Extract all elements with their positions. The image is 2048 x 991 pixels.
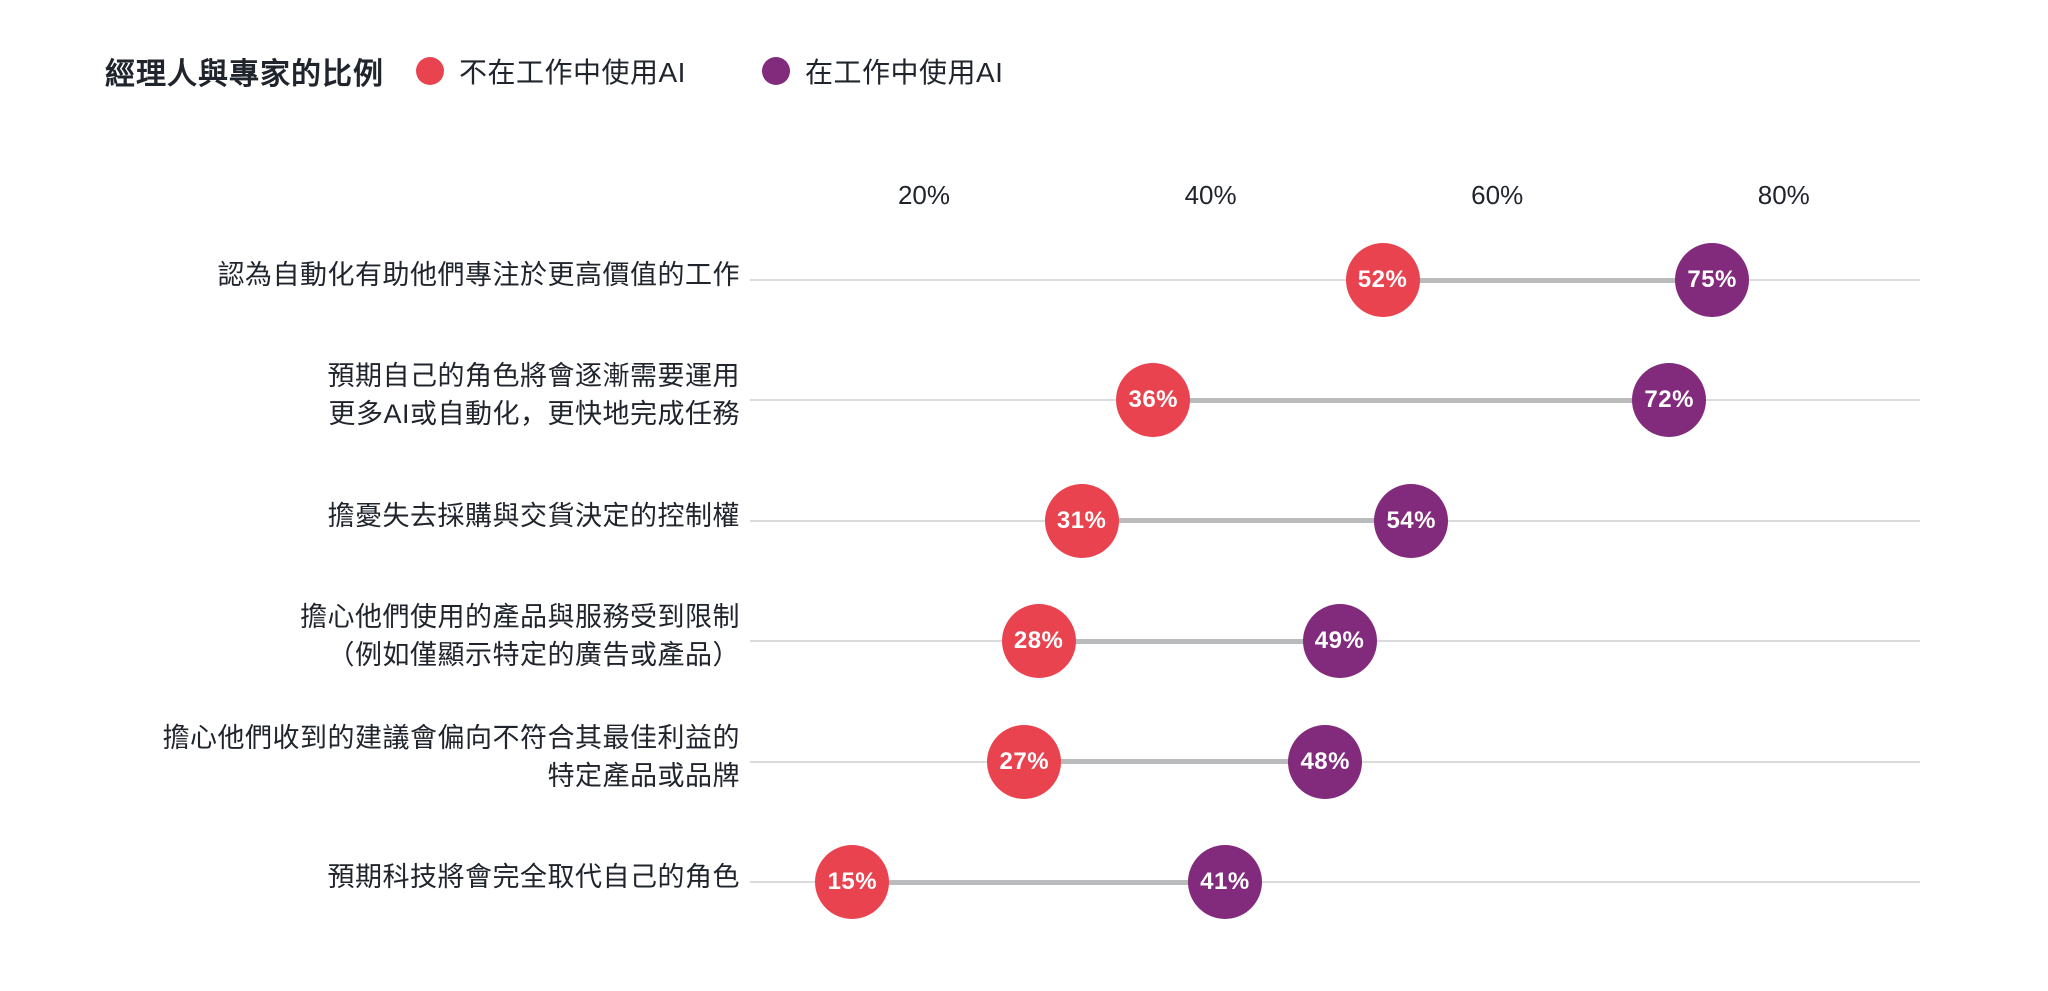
dumbbell-connector [1038, 638, 1340, 644]
dot-using-ai: 75% [1675, 243, 1750, 317]
dot-value-label: 31% [1056, 506, 1107, 534]
row-label: 預期自己的角色將會逐漸需要運用 更多AI或自動化，更快地完成任務 [0, 357, 740, 433]
axis-tick-label: 80% [1757, 180, 1810, 210]
chart-title: 經理人與專家的比例 [105, 58, 384, 91]
row-label-line: 擔心他們使用的產品與服務受到限制 [300, 602, 740, 633]
axis-tick-label: 20% [897, 180, 951, 210]
dot-not-using-ai: 27% [987, 724, 1062, 799]
legend-dot-red-icon [416, 57, 444, 85]
dot-value-label: 72% [1644, 386, 1694, 414]
dot-using-ai: 48% [1288, 724, 1363, 799]
dot-value-label: 49% [1314, 627, 1365, 655]
dot-not-using-ai: 15% [815, 845, 890, 919]
row-label-line: 認為自動化有助他們專注於更高價值的工作 [217, 260, 740, 290]
dumbbell-connector [1382, 277, 1713, 283]
row-label-line: 特定產品或品牌 [547, 760, 740, 791]
row-baseline [750, 881, 1920, 883]
dot-value-label: 41% [1200, 868, 1250, 895]
row-label-line: 擔憂失去採購與交貨決定的控制權 [327, 500, 740, 531]
row-label-line: 更多AI或自動化，更快地完成任務 [328, 399, 740, 430]
dot-not-using-ai: 28% [1001, 604, 1076, 679]
legend-label-using-ai: 在工作中使用AI [804, 57, 1004, 88]
dot-using-ai: 41% [1187, 845, 1262, 919]
dot-using-ai: 54% [1374, 483, 1449, 558]
row-label-line: 預期科技將會完全取代自己的角色 [327, 862, 740, 892]
dot-not-using-ai: 52% [1345, 243, 1420, 317]
dumbbell-connector [1153, 397, 1670, 403]
dot-value-label: 54% [1386, 506, 1436, 534]
legend-label-not-using-ai: 不在工作中使用AI [459, 57, 686, 88]
axis-tick-label: 60% [1471, 180, 1524, 210]
dot-using-ai: 49% [1302, 604, 1377, 679]
dot-not-using-ai: 31% [1044, 483, 1119, 558]
legend-item-using-ai: 在工作中使用AI [761, 51, 1004, 91]
dumbbell-connector [852, 879, 1225, 885]
row-label: 擔憂失去採購與交貨決定的控制權 [0, 497, 740, 535]
legend-item-not-using-ai: 不在工作中使用AI [416, 51, 686, 91]
row-baseline [750, 279, 1920, 281]
row-label: 預期科技將會完全取代自己的角色 [0, 858, 740, 896]
axis-tick-label: 40% [1184, 180, 1237, 210]
row-label: 認為自動化有助他們專注於更高價值的工作 [0, 256, 740, 294]
dot-value-label: 36% [1128, 386, 1179, 414]
dumbbell-connector [1024, 759, 1326, 765]
row-label: 擔心他們使用的產品與服務受到限制 （例如僅顯示特定的廣告或產品） [0, 598, 740, 674]
legend-dot-purple-icon [761, 57, 790, 85]
row-label-line: 預期自己的角色將會逐漸需要運用 [327, 361, 740, 392]
dot-using-ai: 72% [1632, 363, 1707, 438]
row-label: 擔心他們收到的建議會偏向不符合其最佳利益的特定產品或品牌 [0, 719, 740, 795]
legend-bar: 經理人與專家的比例 不在工作中使用AI 在工作中使用AI [105, 49, 1003, 93]
dot-value-label: 75% [1687, 266, 1737, 293]
dumbbell-connector [1081, 518, 1412, 524]
row-label-line: （例如僅顯示特定的廣告或產品） [327, 640, 740, 671]
dot-value-label: 48% [1300, 747, 1350, 775]
dot-value-label: 15% [827, 868, 878, 895]
dot-value-label: 52% [1357, 266, 1408, 293]
row-label-line: 擔心他們收到的建議會偏向不符合其最佳利益的 [162, 722, 740, 753]
dot-value-label: 27% [999, 747, 1050, 775]
dot-value-label: 28% [1013, 627, 1064, 655]
dot-not-using-ai: 36% [1116, 363, 1191, 438]
